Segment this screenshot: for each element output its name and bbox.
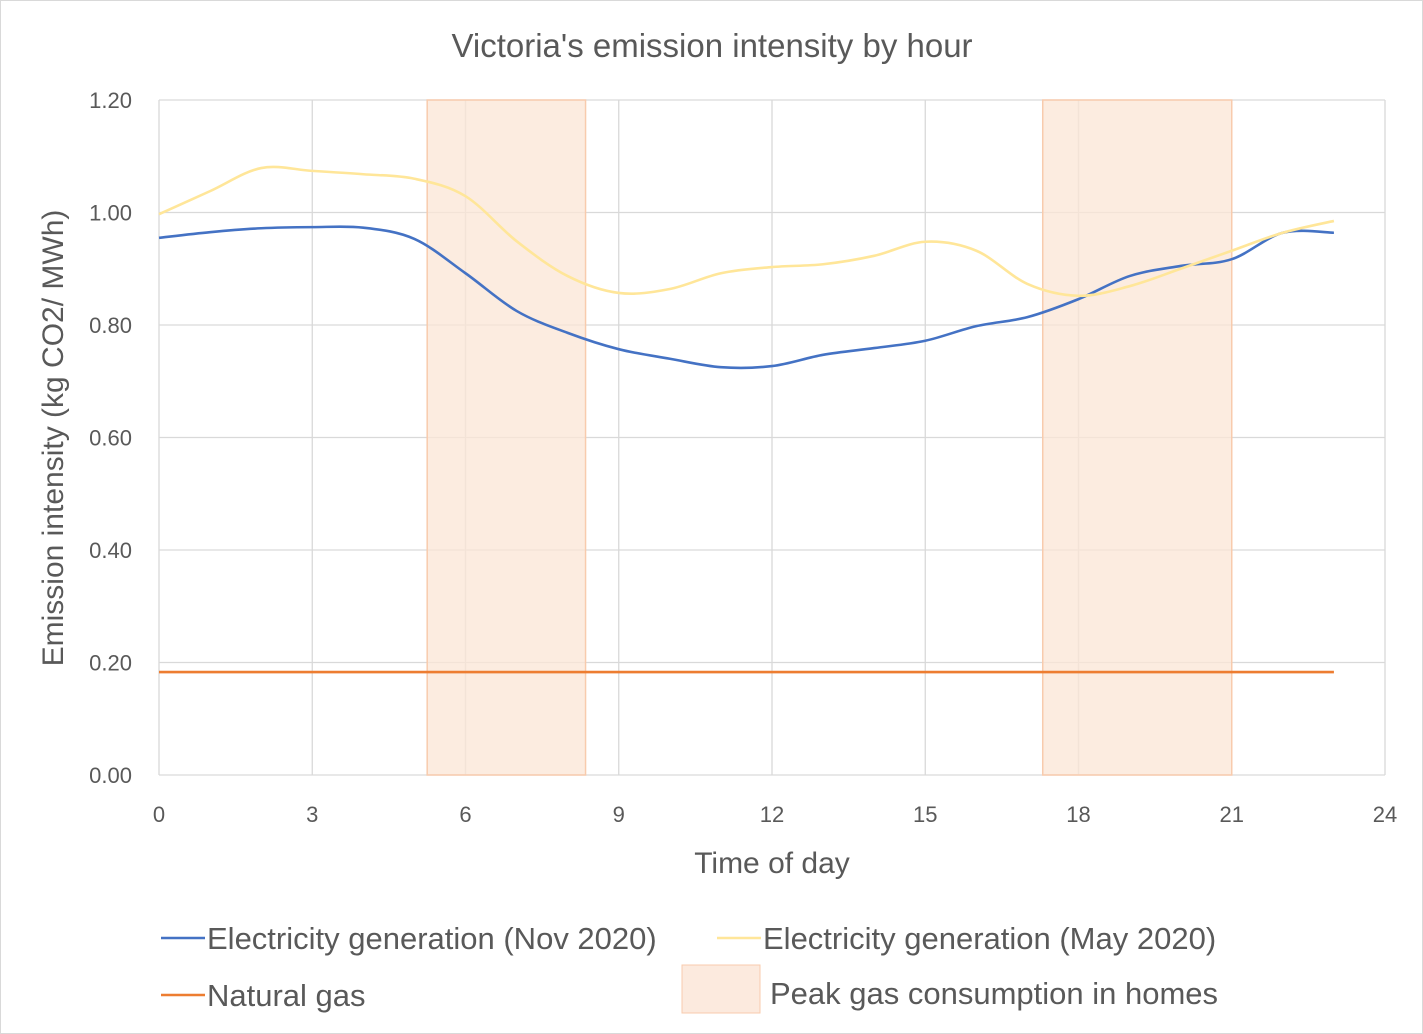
x-axis-label: Time of day <box>694 847 850 880</box>
x-tick-label: 0 <box>153 802 165 827</box>
x-tick-label: 12 <box>760 802 784 827</box>
legend-label: Electricity generation (Nov 2020) <box>207 921 657 956</box>
y-tick-label: 0.80 <box>89 313 132 338</box>
series-line-electricity-generation-nov-2020- <box>158 225 1334 370</box>
x-tick-label: 3 <box>306 802 318 827</box>
x-tick-label: 9 <box>613 802 625 827</box>
y-axis-label: Emission intensity (kg CO2/ MWh) <box>37 210 70 667</box>
series-line-electricity-generation-may-2020- <box>158 165 1335 298</box>
x-tick-label: 18 <box>1066 802 1090 827</box>
legend-label: Peak gas consumption in homes <box>770 976 1218 1011</box>
y-tick-label: 0.20 <box>89 651 132 676</box>
y-tick-label: 0.40 <box>89 538 132 563</box>
peak-gas-band <box>1041 99 1233 776</box>
y-tick-label: 0.00 <box>89 763 132 788</box>
y-tick-label: 1.00 <box>89 201 132 226</box>
x-tick-label: 6 <box>459 802 471 827</box>
y-tick-label: 0.60 <box>89 426 132 451</box>
y-tick-label: 1.20 <box>89 88 132 113</box>
peak-gas-band <box>426 99 587 776</box>
legend-swatch <box>681 964 761 1014</box>
x-tick-label: 21 <box>1220 802 1244 827</box>
legend-label: Electricity generation (May 2020) <box>763 921 1216 956</box>
chart-title: Victoria's emission intensity by hour <box>451 27 972 64</box>
legend-label: Natural gas <box>207 978 366 1013</box>
x-tick-label: 24 <box>1373 802 1397 827</box>
legend: Electricity generation (Nov 2020) Electri… <box>161 921 1218 1014</box>
x-tick-label: 15 <box>913 802 937 827</box>
